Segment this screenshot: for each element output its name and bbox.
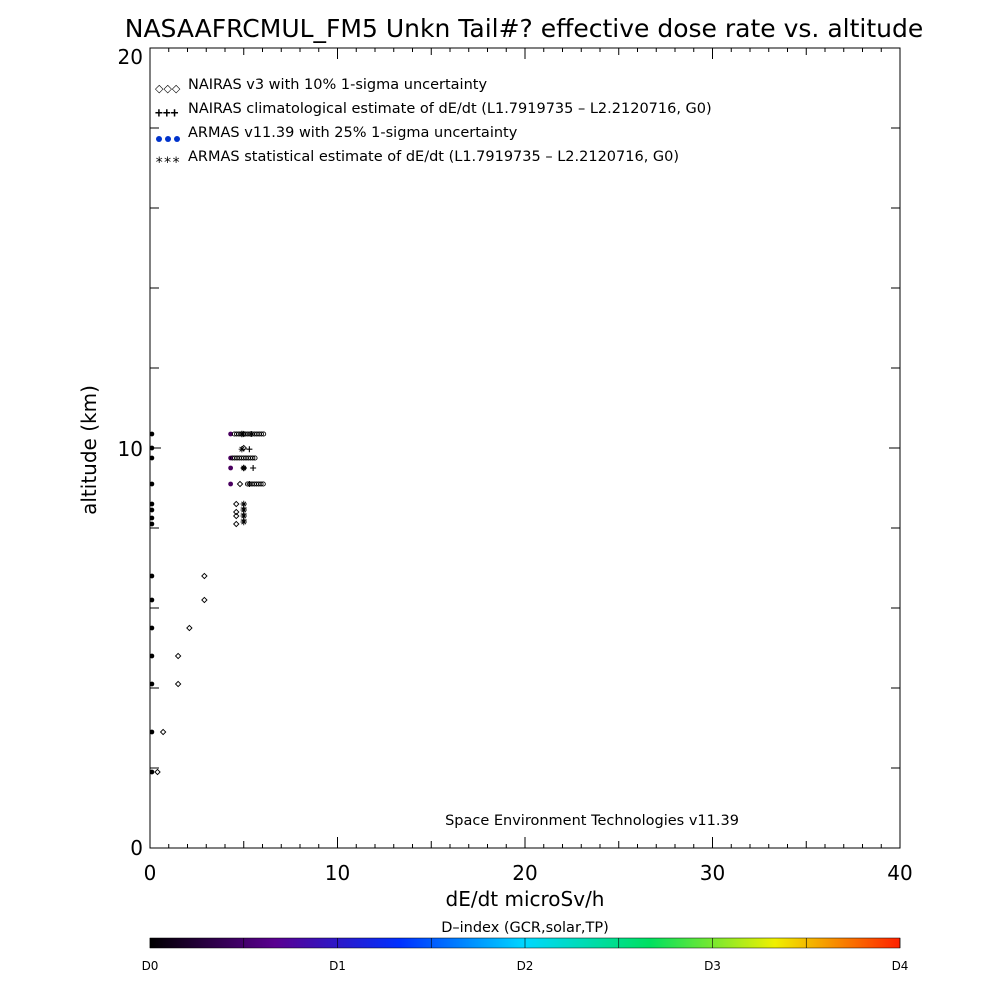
data-point [201, 596, 208, 604]
data-point [154, 768, 161, 776]
legend-symbol-armas [156, 136, 180, 142]
data-point [159, 728, 167, 736]
x-tick-label-0: 0 [144, 861, 157, 885]
data-point [252, 455, 258, 461]
software-annotation: Space Environment Technologies v11.39 [445, 813, 739, 829]
colorbar-labels: D0 D1 D2 D3 D4 [142, 959, 909, 973]
y-tick-label-10: 10 [118, 437, 143, 461]
data-point [149, 681, 155, 687]
data-point [260, 481, 266, 487]
x-tick-label-10: 10 [325, 861, 350, 885]
x-tick-label-40: 40 [887, 861, 912, 885]
data-point [149, 507, 155, 513]
legend-symbol-nairas-clim: +++ [155, 106, 179, 121]
data-point [149, 769, 155, 775]
data-point [201, 572, 208, 580]
y-axis-label: altitude (km) [77, 385, 101, 515]
data-point [149, 521, 155, 527]
data-point [233, 512, 240, 520]
data-point [246, 446, 253, 453]
data-point [149, 573, 155, 579]
data-point [240, 500, 247, 508]
x-axis-label: dE/dt microSv/h [446, 887, 605, 911]
colorbar-label: D3 [704, 959, 721, 973]
colorbar-label: D0 [142, 959, 159, 973]
legend-symbol-armas-stat: *** [155, 155, 180, 171]
legend-symbol-nairas: ◇◇◇ [155, 82, 181, 95]
legend: ◇◇◇ NAIRAS v3 with 10% 1-sigma uncertain… [155, 77, 712, 171]
colorbar-label: D4 [892, 959, 909, 973]
data-point [149, 515, 155, 521]
colorbar-ticks [149, 938, 901, 948]
data-point [149, 653, 155, 659]
data-point [250, 455, 256, 461]
series-cluster [229, 431, 267, 487]
legend-label-armas-stat: ARMAS statistical estimate of dE/dt (L1.… [188, 149, 679, 165]
data-point [149, 481, 155, 487]
series-2 [149, 431, 234, 775]
data-point [149, 597, 155, 603]
x-tick-label-30: 30 [700, 861, 725, 885]
x-tick-label-20: 20 [512, 861, 537, 885]
data-point [233, 508, 240, 516]
y-tick-label-0: 0 [130, 836, 143, 860]
data-point [258, 481, 264, 487]
data-point [228, 465, 234, 471]
series-3 [238, 430, 247, 526]
data-point [149, 729, 155, 735]
data-point [174, 652, 182, 660]
data-point [258, 431, 264, 437]
data-point [149, 431, 155, 437]
plot-frame [149, 47, 901, 849]
data-point [228, 481, 234, 487]
data-point [149, 455, 155, 461]
colorbar-label: D1 [329, 959, 346, 973]
data-point [240, 518, 247, 526]
data-point [186, 624, 193, 632]
data-point [228, 431, 234, 437]
data-points [149, 430, 267, 776]
data-point [149, 625, 155, 631]
data-point [250, 465, 257, 471]
y-tick-label-20: 20 [118, 45, 143, 69]
data-point [238, 430, 246, 438]
data-point [233, 520, 240, 528]
chart-title: NASAAFRCMUL_FM5 Unkn Tail#? effective do… [125, 14, 924, 43]
data-point [174, 680, 182, 688]
data-point [233, 500, 240, 508]
data-point [240, 506, 247, 514]
data-point [238, 446, 246, 453]
legend-label-armas: ARMAS v11.39 with 25% 1-sigma uncertaint… [188, 125, 518, 141]
data-point [240, 512, 247, 520]
data-point [149, 501, 155, 507]
data-point [149, 445, 155, 451]
axis-ticks [149, 47, 901, 849]
colorbar-label: D2 [517, 959, 534, 973]
data-point [236, 480, 244, 488]
data-point [261, 431, 267, 437]
legend-label-nairas-clim: NAIRAS climatological estimate of dE/dt … [188, 101, 712, 117]
colorbar-title: D–index (GCR,solar,TP) [441, 920, 609, 936]
data-point [240, 464, 247, 472]
series-0 [154, 430, 247, 776]
legend-label-nairas: NAIRAS v3 with 10% 1-sigma uncertainty [188, 77, 487, 93]
